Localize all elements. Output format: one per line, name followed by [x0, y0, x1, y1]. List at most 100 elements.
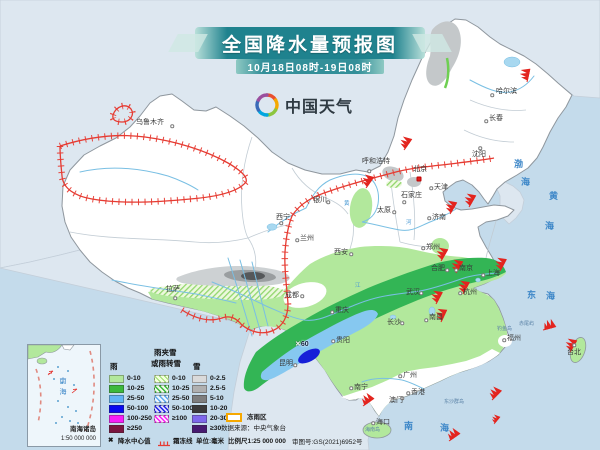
frost-line [56, 102, 495, 336]
inset-scale: 1:50 000 000 [60, 436, 96, 442]
legend-swatch [192, 385, 207, 393]
legend-row: 0-10 [109, 374, 152, 384]
legend-swatch [192, 415, 207, 423]
legend-label: 10-25 [172, 384, 190, 392]
legend-row: 10-25 [109, 384, 152, 394]
center-value-symbol: ✖ [108, 437, 114, 444]
legend-label: 0-10 [172, 374, 186, 382]
rain-stripe-northeast [443, 57, 450, 89]
legend-snow-column: 0-2.5 2.5-5 5-10 10-20 20-30 ≥30 [192, 374, 227, 434]
legend-label: 10-25 [127, 384, 145, 392]
legend-row: ≥30 [192, 424, 227, 434]
legend-label: 2.5-5 [210, 384, 226, 392]
inset-hainan [36, 357, 48, 365]
legend-snow-header: 雪 [193, 362, 201, 371]
legend-label: 10-20 [210, 404, 228, 412]
legend-label: 20-30 [210, 414, 228, 422]
dry-pocket-fuzhou [498, 335, 512, 347]
legend-row: 25-50 [109, 394, 152, 404]
legend-row: 25-50 [154, 394, 193, 404]
sleet-zone-hohhot [386, 180, 402, 188]
legend-label: 25-50 [127, 394, 145, 402]
china-weather-logo: 中国天气 [254, 92, 353, 118]
legend-swatch [154, 405, 169, 413]
inset-coast [27, 344, 63, 360]
south-china-sea-inset: 南海 南海诸岛 1:50 000 000 [27, 344, 101, 447]
legend-label: 25-50 [172, 394, 190, 402]
legend-swatch [109, 415, 124, 423]
snow-zone-beijing-west [407, 177, 421, 187]
legend-swatch [154, 395, 169, 403]
legend-sleet-column: 0-10 10-25 25-50 50-100 ≥100 [154, 374, 193, 424]
rain-zone-25-50 [260, 309, 378, 381]
legend-label: ≥250 [127, 424, 143, 432]
rain-zone-50-100 [298, 348, 320, 364]
map-title: 全国降水量预报图 [221, 34, 398, 56]
map-subtitle: 10月18日08时-19日08时 [247, 63, 373, 74]
legend-row: 50-100 [109, 404, 152, 414]
pinwheel-logo-icon [255, 93, 279, 117]
freezing-rain-label: 冻雨区 [247, 414, 267, 421]
precip-center-number: 60 [300, 341, 309, 348]
legend-row: 10-20 [192, 404, 227, 414]
legend-swatch [192, 375, 207, 383]
dry-pocket-south-coast [341, 349, 500, 416]
legend-swatch [109, 405, 124, 413]
center-value-note: 降水中心值 [118, 438, 151, 445]
legend-row: 0-10 [154, 374, 193, 384]
legend-label: 50-100 [127, 404, 149, 412]
approval-number: 审图号:GS(2021)6952号 [292, 439, 363, 446]
legend-label: 50-100 [172, 404, 194, 412]
inset-coast2 [61, 344, 75, 351]
legend-swatch [154, 415, 169, 423]
title-banner: 全国降水量预报图 [195, 27, 425, 59]
legend-swatch [154, 385, 169, 393]
legend-row: 50-100 [154, 404, 193, 414]
data-source: 数据来源：中央气象台 [221, 425, 286, 432]
sleet-zone-tibet [149, 282, 288, 300]
precip-center-marker-icon: ✕ [295, 341, 301, 348]
legend-row: 2.5-5 [192, 384, 227, 394]
legend-row: 5-10 [192, 394, 227, 404]
snow-zone-hohhot [382, 166, 404, 182]
inset-boundary-line [85, 350, 95, 432]
legend-swatch [192, 425, 207, 433]
legend-row: ≥250 [109, 424, 152, 434]
legend-row: ≥100 [154, 414, 193, 424]
subtitle-banner: 10月18日08时-19日08时 [236, 59, 384, 74]
legend-swatch [192, 395, 207, 403]
freezing-rain-swatch [226, 413, 242, 422]
snow-zone-tibet-heavy [241, 272, 265, 280]
inset-sea-label: 南海 [59, 377, 67, 399]
legend-swatch [154, 375, 169, 383]
rain-zone-10-25 [243, 257, 506, 392]
legend-label: ≥100 [172, 414, 188, 422]
legend-row: 10-25 [154, 384, 193, 394]
legend-sleet-header1: 雨夹雪 [154, 348, 177, 357]
legend-rain-column: 0-10 10-25 25-50 50-100 100-250 ≥250 [109, 374, 152, 434]
hainan-island [362, 421, 392, 439]
legend-swatch [109, 425, 124, 433]
inset-map [27, 344, 95, 432]
legend-label: 0-2.5 [210, 374, 226, 382]
inset-boundary-line-west [35, 368, 42, 424]
legend-row: 20-30 [192, 414, 227, 424]
legend-label: 0-10 [127, 374, 141, 382]
precip-center-value: ✕60 [295, 341, 309, 348]
legend-swatch [109, 395, 124, 403]
unit-note: 单位:毫米 [196, 438, 225, 445]
frost-line-icon [158, 441, 170, 447]
legend-swatch [109, 385, 124, 393]
legend-swatch [109, 375, 124, 383]
legend-swatch [192, 405, 207, 413]
scale-note: 比例尺1:25 000 000 [228, 438, 286, 445]
legend-row: 100-250 [109, 414, 152, 424]
legend-sleet-header2: 或雨转雪 [151, 359, 181, 368]
legend-row: 0-2.5 [192, 374, 227, 384]
wind-barb-icon [47, 370, 78, 394]
logo-text: 中国天气 [285, 99, 354, 116]
inset-islands [53, 366, 79, 424]
legend-label: 100-250 [127, 414, 152, 422]
rain-zone-0-10-north-patch [349, 188, 373, 228]
